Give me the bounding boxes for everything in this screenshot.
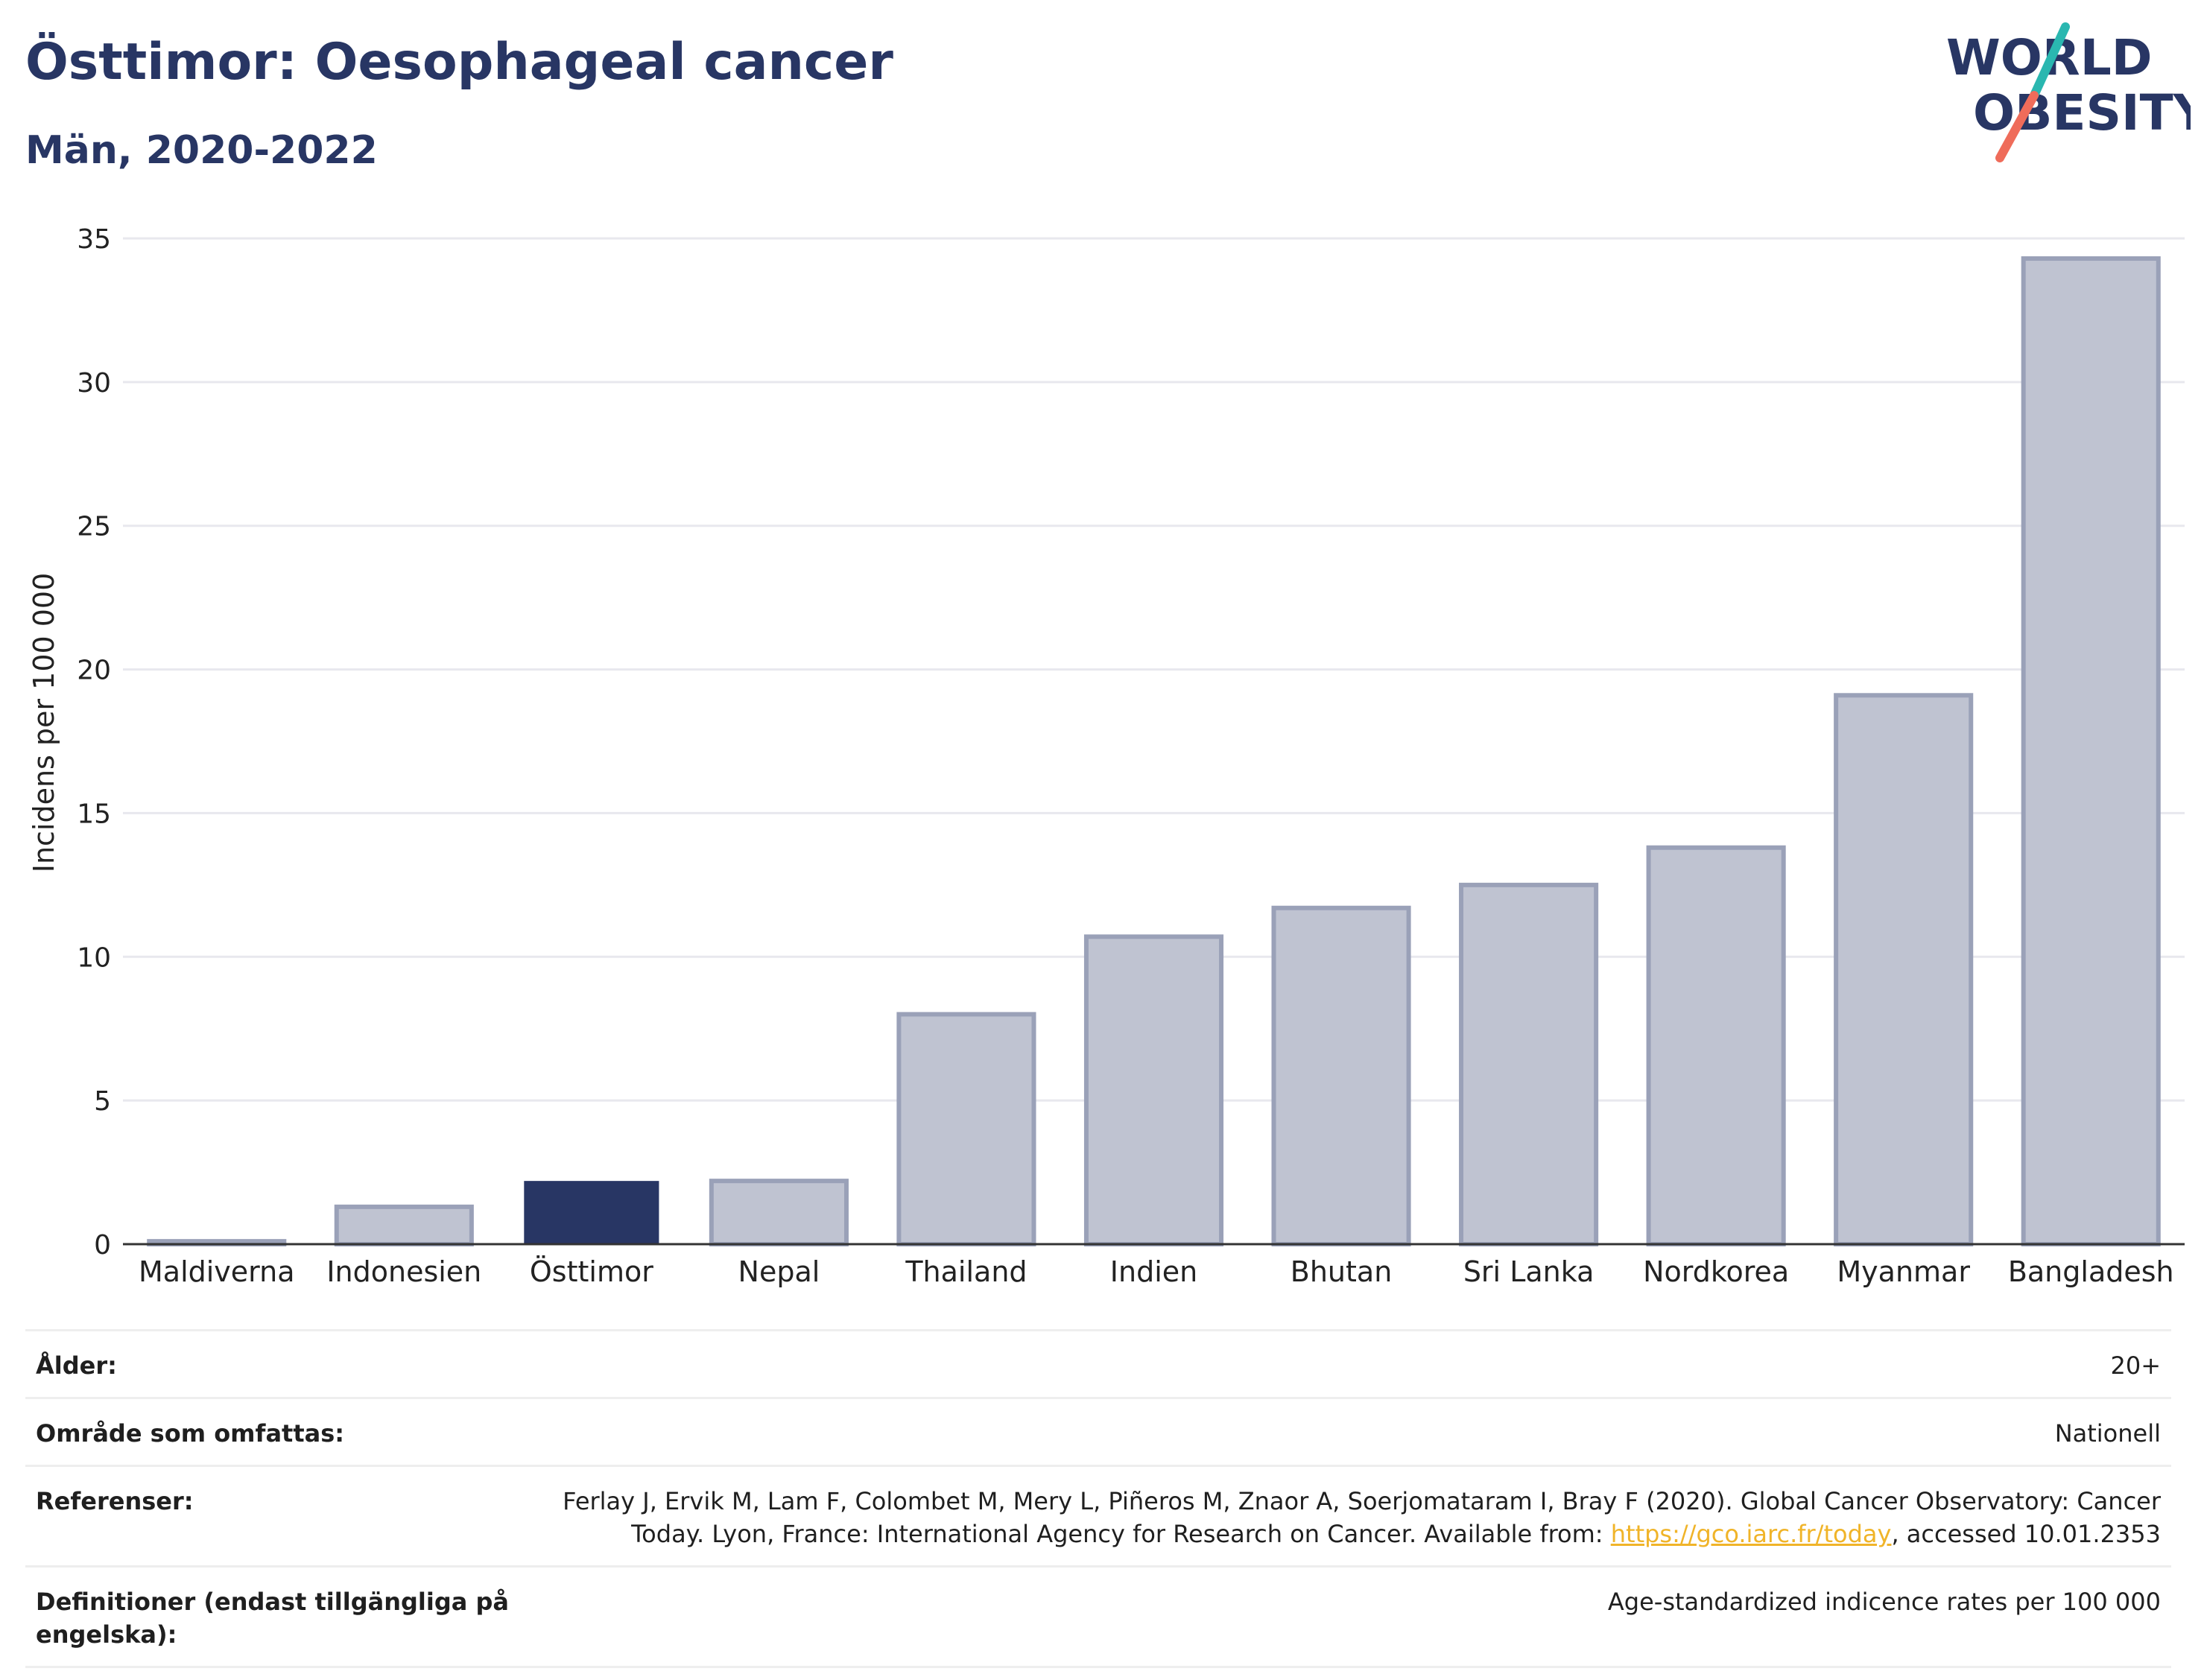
y-tick-label: 30 [77,368,111,399]
references-text: Ferlay J, Ervik M, Lam F, Colombet M, Me… [563,1487,2161,1548]
bar-indien[interactable] [1083,934,1224,1246]
y-tick-label: 25 [77,512,111,542]
y-tick-label: 15 [77,799,111,829]
bar-myanmar[interactable] [1834,693,1974,1246]
x-tick-label: Thailand [905,1255,1027,1288]
metadata-table: Ålder: 20+ Område som omfattas: Nationel… [25,1329,2171,1668]
y-tick-label: 35 [77,224,111,255]
area-value: Nationell [2054,1419,2161,1448]
bar-layer [147,256,2161,1247]
bar-sri-lanka[interactable] [1459,882,1599,1246]
meta-row-age: Ålder: 20+ [25,1329,2171,1397]
meta-row-area: Område som omfattas: Nationell [25,1397,2171,1465]
logo-slash-top [2030,22,2070,100]
meta-row-references: Referenser: Ferlay J, Ervik M, Lam F, Co… [25,1465,2171,1565]
logo-line2: OBESITY [1973,84,2191,142]
bar-bangladesh[interactable] [2021,256,2161,1246]
x-tick-label: Nordkorea [1643,1255,1789,1288]
references-link[interactable]: https://gco.iarc.fr/today [1610,1520,1892,1548]
x-tick-label: Maldiverna [139,1255,295,1288]
y-tick-label: 5 [94,1086,111,1117]
x-tick-label: Indien [1110,1255,1197,1288]
world-obesity-logo: WORLD OBESITY [1946,22,2191,162]
x-tick-label: Bangladesh [2008,1255,2174,1288]
definitions-value: Age-standardized indicence rates per 100… [1607,1588,2161,1616]
references-accessed: , accessed 10.01.2353 [1891,1520,2161,1548]
bar-indonesien[interactable] [334,1204,474,1247]
age-value: 20+ [2110,1351,2161,1380]
x-tick-label: Myanmar [1837,1255,1970,1288]
x-tick-label: Nepal [738,1255,820,1288]
age-label: Ålder: [36,1351,117,1380]
bar-thailand[interactable] [896,1012,1036,1247]
y-axis-label: Incidens per 100 000 [28,573,60,873]
logo-slash-bottom [1995,91,2039,162]
y-tick-label: 20 [77,656,111,686]
x-tick-label: Sri Lanka [1463,1255,1595,1288]
bar-chart: 0 5 10 15 20 25 30 35 Maldiverna Indonesien Östtim… [28,224,2185,1288]
axis-layer: 0 5 10 15 20 25 30 35 Maldiverna Indonesien Östtim… [77,224,2185,1288]
bar-östtimor[interactable] [524,1181,659,1244]
x-tick-label: Bhutan [1291,1255,1393,1288]
y-tick-label: 10 [77,942,111,973]
definitions-label: Definitioner (endast tillgängliga på eng… [36,1588,509,1649]
x-tick-label: Östtimor [530,1255,653,1288]
bar-nepal[interactable] [709,1179,849,1246]
x-tick-label: Indonesien [326,1255,481,1288]
bar-nordkorea[interactable] [1646,845,1786,1246]
references-label: Referenser: [36,1487,194,1515]
area-label: Område som omfattas: [36,1419,345,1448]
references-value: Ferlay J, Ervik M, Lam F, Colombet M, Me… [536,1485,2161,1550]
page-subtitle: Män, 2020-2022 [25,128,378,173]
page-title: Östtimor: Oesophageal cancer [25,33,893,92]
meta-row-definitions: Definitioner (endast tillgängliga på eng… [25,1565,2171,1668]
bar-bhutan[interactable] [1271,905,1411,1246]
y-tick-label: 0 [94,1230,111,1261]
